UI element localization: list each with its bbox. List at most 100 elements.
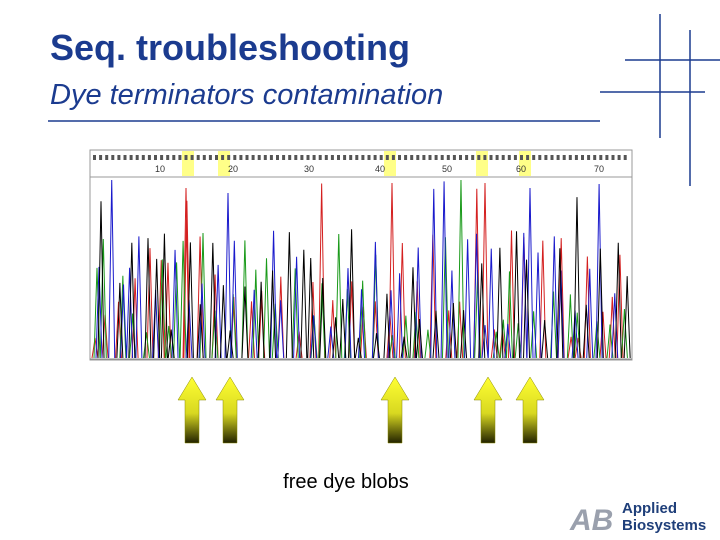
base-glyph xyxy=(221,155,225,160)
base-glyph xyxy=(599,155,603,160)
base-glyph xyxy=(361,155,365,160)
base-glyph xyxy=(562,155,566,160)
base-glyph xyxy=(337,155,340,160)
base-glyph xyxy=(391,155,395,160)
base-glyph xyxy=(416,155,420,160)
base-glyph xyxy=(410,155,414,160)
base-glyph xyxy=(556,155,560,160)
logo-line1: Applied xyxy=(622,500,677,517)
base-glyph xyxy=(343,155,347,160)
base-glyph xyxy=(245,155,249,160)
base-glyph xyxy=(446,155,450,160)
position-label: 60 xyxy=(516,164,526,174)
arrow xyxy=(380,376,410,444)
base-glyph xyxy=(300,155,304,160)
base-glyph xyxy=(202,155,206,160)
base-glyph xyxy=(428,155,432,160)
base-glyph xyxy=(196,155,200,160)
base-glyph xyxy=(471,155,475,160)
base-glyph xyxy=(617,155,621,160)
corner-decoration xyxy=(600,14,720,186)
base-glyph xyxy=(404,155,408,160)
base-glyph xyxy=(227,155,231,160)
base-glyph xyxy=(184,155,188,160)
base-glyph xyxy=(141,155,145,160)
base-glyph xyxy=(623,155,627,160)
trace xyxy=(97,197,631,359)
arrow xyxy=(215,376,245,444)
base-glyph xyxy=(501,155,505,160)
base-glyph xyxy=(306,155,310,160)
base-glyph xyxy=(99,155,103,160)
arrow xyxy=(515,376,545,444)
base-glyph xyxy=(129,155,133,160)
base-glyph xyxy=(178,155,182,160)
base-glyph xyxy=(263,155,267,160)
base-glyph xyxy=(93,155,96,160)
base-glyph xyxy=(379,155,383,160)
base-glyph xyxy=(477,155,481,160)
base-glyph xyxy=(324,155,328,160)
base-glyph xyxy=(123,155,127,160)
base-glyph xyxy=(117,155,121,160)
base-glyph xyxy=(587,155,591,160)
base-glyph xyxy=(135,155,139,160)
base-glyph xyxy=(160,155,164,160)
base-glyph xyxy=(398,155,401,160)
base-glyph xyxy=(489,155,493,160)
logo: AB Applied Biosystems xyxy=(569,500,706,537)
base-glyph xyxy=(581,155,584,160)
arrows xyxy=(177,376,545,444)
highlight xyxy=(218,151,230,176)
highlight xyxy=(182,151,194,176)
position-label: 30 xyxy=(304,164,314,174)
base-glyph xyxy=(538,155,542,160)
arrow xyxy=(177,376,207,444)
base-glyph xyxy=(495,155,499,160)
base-glyph xyxy=(434,155,438,160)
caption: free dye blobs xyxy=(283,471,409,493)
base-glyph xyxy=(507,155,511,160)
base-glyph xyxy=(367,155,371,160)
base-glyph xyxy=(318,155,322,160)
base-glyph xyxy=(154,155,157,160)
base-glyph xyxy=(605,155,609,160)
base-glyph xyxy=(215,155,218,160)
base-glyph xyxy=(465,155,469,160)
base-glyph xyxy=(513,155,517,160)
title: Seq. troubleshooting xyxy=(50,27,410,68)
base-glyph xyxy=(294,155,298,160)
base-glyph xyxy=(520,155,523,160)
base-glyph xyxy=(349,155,353,160)
base-glyph xyxy=(105,155,109,160)
base-glyph xyxy=(251,155,255,160)
base-glyph xyxy=(282,155,286,160)
base-glyph xyxy=(312,155,316,160)
base-glyph xyxy=(111,155,115,160)
base-glyph xyxy=(239,155,243,160)
base-glyph xyxy=(147,155,151,160)
logo-mark: AB xyxy=(569,504,613,537)
base-glyph xyxy=(373,155,377,160)
base-glyph xyxy=(574,155,578,160)
highlight xyxy=(476,151,488,176)
base-glyph xyxy=(550,155,554,160)
base-glyph xyxy=(208,155,212,160)
base-glyph xyxy=(452,155,456,160)
chromatogram: 10 20 30 40 50 60 70 xyxy=(89,149,633,361)
base-glyph xyxy=(330,155,334,160)
base-glyph xyxy=(459,155,462,160)
base-glyph xyxy=(483,155,487,160)
base-glyph xyxy=(611,155,615,160)
base-glyph xyxy=(355,155,359,160)
base-glyph xyxy=(385,155,389,160)
logo-line2: Biosystems xyxy=(622,517,706,534)
base-glyph xyxy=(269,155,273,160)
base-glyph xyxy=(440,155,444,160)
base-glyph xyxy=(233,155,237,160)
base-glyph xyxy=(593,155,597,160)
base-glyph xyxy=(257,155,261,160)
base-glyph xyxy=(422,155,426,160)
base-glyph xyxy=(568,155,572,160)
